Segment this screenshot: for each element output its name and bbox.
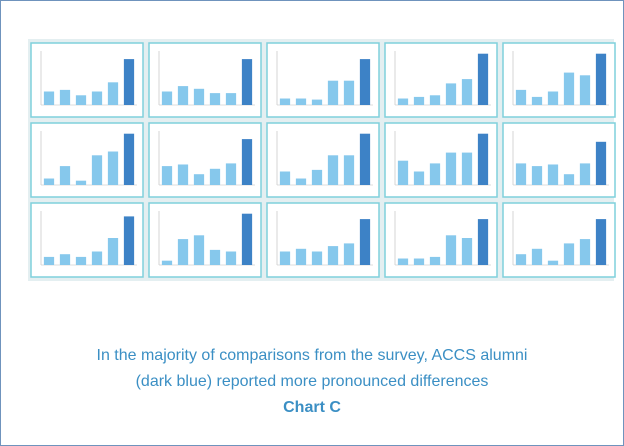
bar xyxy=(547,91,559,105)
bar xyxy=(311,251,323,265)
bar xyxy=(413,96,425,105)
bar xyxy=(547,164,559,185)
bar xyxy=(429,95,441,105)
bar xyxy=(595,219,607,265)
caption-label: Chart C xyxy=(283,399,341,416)
bar xyxy=(161,260,173,265)
bar xyxy=(43,178,55,185)
bar xyxy=(75,180,87,185)
bar xyxy=(241,213,253,265)
bar xyxy=(429,163,441,185)
bar xyxy=(343,80,355,105)
bar xyxy=(279,98,291,105)
bar xyxy=(359,219,371,265)
bar xyxy=(563,243,575,265)
bar xyxy=(461,152,473,185)
bar xyxy=(547,260,559,265)
bar xyxy=(531,248,543,265)
bar xyxy=(477,219,489,265)
bar xyxy=(91,155,103,185)
bar xyxy=(563,174,575,185)
bar xyxy=(91,251,103,265)
bar xyxy=(429,256,441,265)
bar xyxy=(75,95,87,105)
bar xyxy=(397,98,409,105)
figure xyxy=(28,39,616,281)
bar xyxy=(413,171,425,185)
bar xyxy=(515,89,527,105)
bar xyxy=(413,258,425,265)
bar xyxy=(193,235,205,265)
bar xyxy=(327,155,339,185)
bar xyxy=(311,99,323,105)
bar xyxy=(107,238,119,265)
bar xyxy=(241,59,253,105)
bar xyxy=(59,89,71,105)
bar xyxy=(295,178,307,185)
bar xyxy=(193,88,205,105)
bar xyxy=(209,168,221,185)
bar xyxy=(161,166,173,185)
bar xyxy=(193,174,205,185)
bar xyxy=(295,98,307,105)
bar xyxy=(75,256,87,265)
bar xyxy=(123,59,135,105)
bar xyxy=(279,171,291,185)
bar xyxy=(343,155,355,185)
bar xyxy=(295,248,307,265)
bar xyxy=(241,139,253,185)
caption-line: In the majority of comparisons from the … xyxy=(96,347,528,364)
bar xyxy=(563,72,575,105)
bar xyxy=(515,254,527,265)
bar xyxy=(311,169,323,185)
bar xyxy=(225,251,237,265)
bar xyxy=(531,96,543,105)
bar xyxy=(595,141,607,185)
bar xyxy=(43,91,55,105)
bar xyxy=(59,166,71,185)
bar xyxy=(225,163,237,185)
bar xyxy=(123,133,135,185)
bar xyxy=(359,59,371,105)
bar xyxy=(343,243,355,265)
bar xyxy=(59,254,71,265)
bar xyxy=(461,79,473,105)
bar xyxy=(461,238,473,265)
bar xyxy=(161,91,173,105)
bar xyxy=(209,249,221,265)
bar xyxy=(107,151,119,185)
bar xyxy=(531,166,543,185)
bar xyxy=(397,160,409,185)
bar xyxy=(327,80,339,105)
bar xyxy=(477,133,489,185)
bar xyxy=(177,86,189,105)
bar xyxy=(477,53,489,105)
bar xyxy=(595,53,607,105)
bar xyxy=(579,163,591,185)
bar xyxy=(579,75,591,105)
bar xyxy=(177,164,189,185)
bar xyxy=(579,239,591,265)
bar xyxy=(359,133,371,185)
bar xyxy=(123,216,135,265)
bar xyxy=(445,152,457,185)
bar xyxy=(515,163,527,185)
bar xyxy=(445,83,457,105)
bar xyxy=(327,246,339,265)
bar xyxy=(445,235,457,265)
caption-line: (dark blue) reported more pronounced dif… xyxy=(135,373,489,390)
bar xyxy=(279,251,291,265)
bar xyxy=(107,82,119,105)
bar xyxy=(177,239,189,265)
bar xyxy=(209,93,221,105)
bar xyxy=(397,258,409,265)
bar xyxy=(43,256,55,265)
bar xyxy=(225,93,237,105)
bar xyxy=(91,91,103,105)
